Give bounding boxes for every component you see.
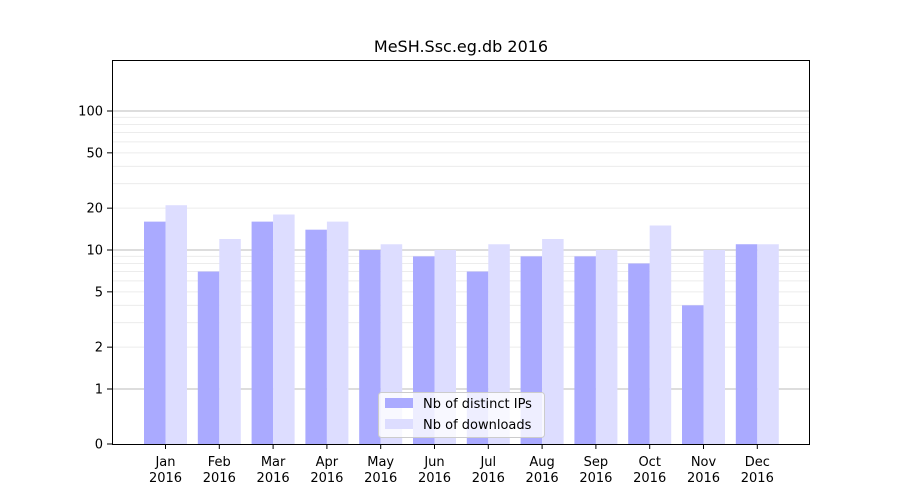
bar-distinct-ips	[628, 263, 650, 444]
x-tick-label: Apr	[316, 455, 339, 470]
x-tick-label-year: 2016	[633, 471, 666, 486]
y-tick-label: 100	[78, 105, 103, 120]
y-tick-label: 10	[86, 244, 103, 259]
x-tick-label: Mar	[261, 455, 286, 470]
x-tick-label-year: 2016	[257, 471, 290, 486]
bar-distinct-ips	[251, 221, 274, 444]
bar-downloads	[703, 250, 725, 444]
x-tick-label: Feb	[208, 455, 231, 470]
bar-distinct-ips	[682, 305, 704, 444]
bar-distinct-ips	[359, 250, 381, 444]
legend-label: Nb of downloads	[423, 418, 532, 433]
x-tick-label-year: 2016	[310, 471, 343, 486]
bar-distinct-ips	[144, 221, 166, 444]
bar-downloads	[542, 238, 564, 444]
x-tick-label-year: 2016	[203, 471, 236, 486]
x-tick-label: Nov	[691, 455, 717, 470]
x-tick-label: Jun	[423, 455, 444, 470]
plot-frame	[112, 60, 810, 445]
bar-downloads	[273, 214, 295, 444]
x-tick-label: May	[367, 455, 394, 470]
chart-title: MeSH.Ssc.eg.db 2016	[374, 37, 548, 56]
legend-box	[378, 392, 545, 438]
y-axis: 0 1 2 5 10 20 50 100	[78, 105, 112, 453]
bar-downloads	[649, 225, 672, 444]
x-tick-label: Aug	[529, 455, 554, 470]
x-tick-label-year: 2016	[149, 471, 182, 486]
y-tick-label: 1	[95, 383, 103, 398]
legend-swatch	[385, 398, 413, 408]
legend-swatch	[385, 419, 413, 429]
x-tick-label: Jul	[479, 455, 496, 470]
x-tick-label-year: 2016	[741, 471, 774, 486]
x-axis: Jan2016Feb2016Mar2016Apr2016May2016Jun20…	[149, 444, 774, 486]
x-tick-label-year: 2016	[579, 471, 612, 486]
x-tick-label-year: 2016	[364, 471, 397, 486]
bar-distinct-ips	[735, 244, 758, 444]
x-tick-label-year: 2016	[526, 471, 559, 486]
x-tick-label: Jan	[154, 455, 175, 470]
y-tick-label: 0	[95, 438, 103, 453]
x-tick-label-year: 2016	[687, 471, 720, 486]
bar-downloads	[165, 205, 187, 444]
bar-distinct-ips	[574, 256, 596, 444]
bar-downloads	[757, 244, 779, 444]
x-tick-label: Sep	[584, 455, 609, 470]
bar-downloads	[595, 250, 618, 444]
x-tick-label-year: 2016	[418, 471, 451, 486]
y-tick-label: 5	[95, 285, 103, 300]
bar-downloads	[219, 238, 241, 444]
y-tick-label: 50	[86, 146, 103, 161]
bar-distinct-ips	[305, 229, 327, 444]
legend: Nb of distinct IPs Nb of downloads	[378, 392, 545, 438]
legend-label: Nb of distinct IPs	[423, 397, 532, 412]
x-tick-label: Dec	[745, 455, 770, 470]
y-tick-label: 20	[86, 202, 103, 217]
bar-downloads	[326, 221, 349, 444]
bar-distinct-ips	[197, 271, 220, 444]
x-tick-label-year: 2016	[472, 471, 505, 486]
x-tick-label: Oct	[638, 455, 660, 470]
y-tick-label: 2	[95, 341, 103, 356]
